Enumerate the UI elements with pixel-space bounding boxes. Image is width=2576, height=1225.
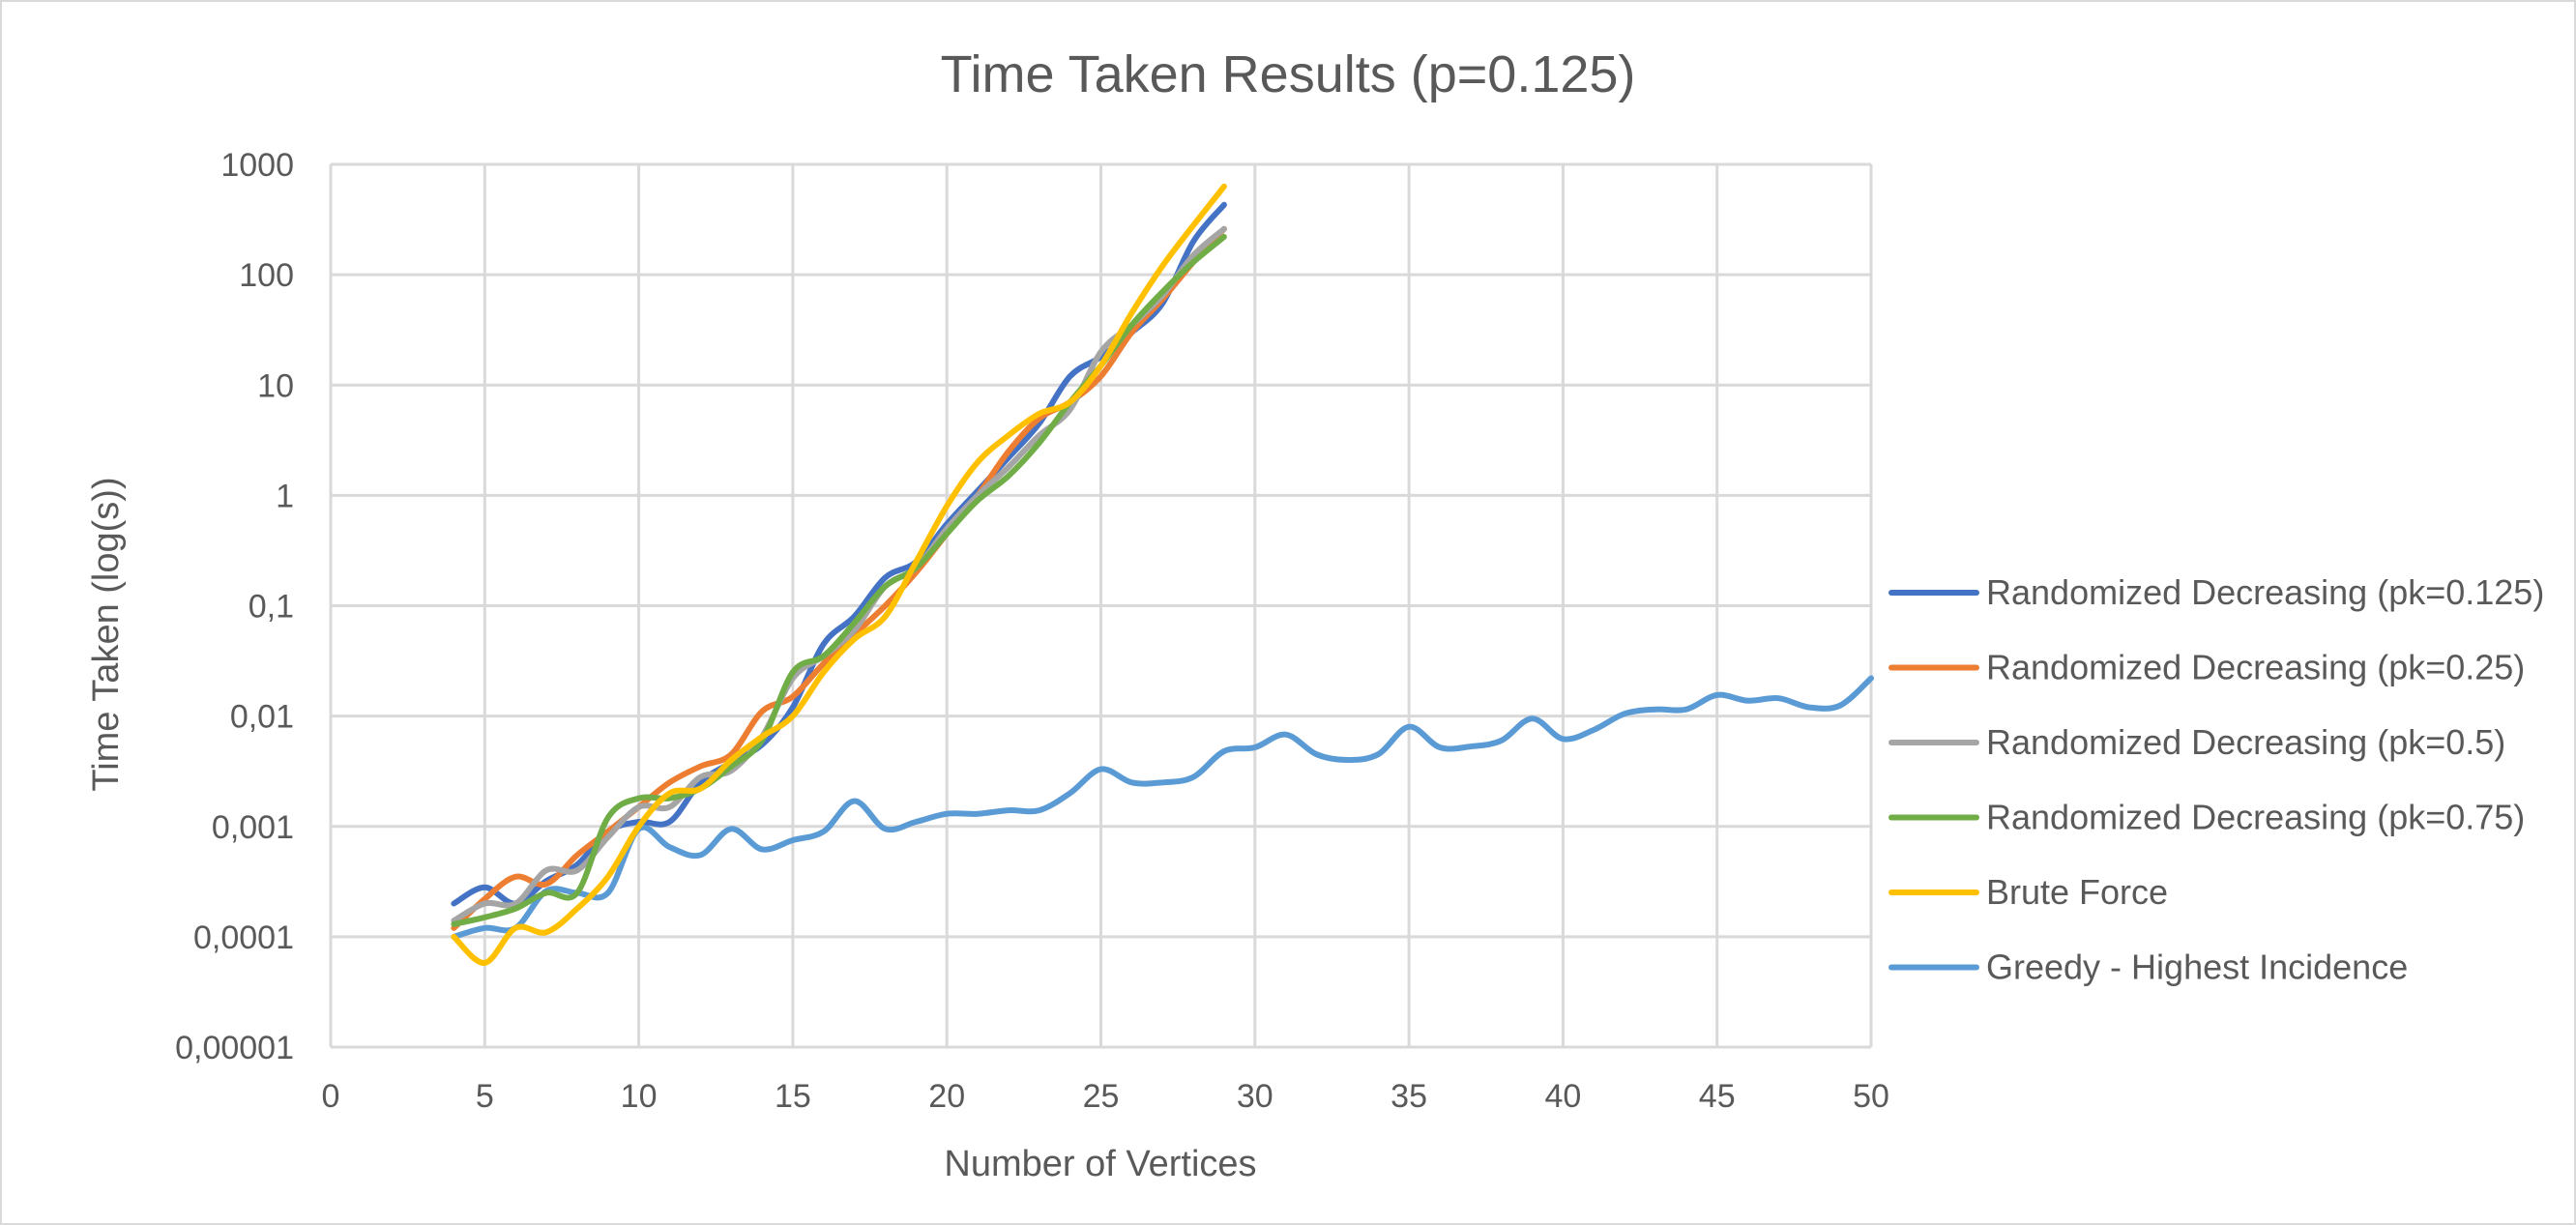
- legend-entry-label: Randomized Decreasing (pk=0.25): [1986, 648, 2525, 687]
- y-axis-ticks: 0,00001 0,0001 0,001 0,01 0,1 1 10 100 1000: [175, 147, 294, 1066]
- x-tick-label: 10: [621, 1078, 658, 1115]
- y-tick-label: 0,001: [212, 809, 294, 846]
- x-tick-label: 45: [1699, 1078, 1736, 1115]
- legend-entry-label: Randomized Decreasing (pk=0.125): [1986, 572, 2544, 612]
- legend: Randomized Decreasing (pk=0.125) Randomiz…: [1888, 572, 2544, 987]
- x-tick-label: 5: [476, 1078, 494, 1115]
- y-tick-label: 0,1: [249, 589, 294, 626]
- x-tick-label: 35: [1390, 1078, 1427, 1115]
- series-line-randomized-decreasing-pk-0-125: [451, 201, 1227, 907]
- y-tick-label: 0,0001: [193, 919, 294, 956]
- y-tick-label: 0,00001: [175, 1030, 294, 1066]
- x-axis-ticks: 0 5 10 15 20 25 30 35 40 45 50: [322, 1078, 1889, 1115]
- gridlines: [329, 162, 1873, 1049]
- y-tick-label: 10: [257, 367, 294, 404]
- x-tick-label: 50: [1853, 1078, 1889, 1115]
- x-tick-label: 0: [322, 1078, 340, 1115]
- y-tick-label: 1000: [220, 147, 294, 184]
- series-line-brute-force: [451, 183, 1227, 966]
- x-tick-label: 20: [928, 1078, 965, 1115]
- y-tick-label: 0,01: [230, 699, 294, 736]
- legend-entry-label: Brute Force: [1986, 872, 2168, 912]
- series-line-greedy-highest-incidence: [451, 675, 1874, 940]
- x-tick-label: 30: [1237, 1078, 1273, 1115]
- x-tick-label: 15: [775, 1078, 811, 1115]
- series-line-randomized-decreasing-pk-0-25: [451, 225, 1227, 931]
- x-axis-title: Number of Vertices: [944, 1144, 1256, 1184]
- y-tick-label: 1: [276, 478, 294, 514]
- x-tick-label: 25: [1083, 1078, 1120, 1115]
- y-tick-label: 100: [239, 257, 294, 294]
- legend-entry-label: Randomized Decreasing (pk=0.5): [1986, 722, 2505, 762]
- legend-entry-label: Randomized Decreasing (pk=0.75): [1986, 798, 2525, 837]
- x-tick-label: 40: [1544, 1078, 1581, 1115]
- chart-title: Time Taken Results (p=0.125): [941, 45, 1636, 103]
- legend-entry-label: Greedy - Highest Incidence: [1986, 948, 2408, 987]
- y-axis-title: Time Taken (log(s)): [86, 477, 127, 791]
- series-lines: [451, 183, 1874, 966]
